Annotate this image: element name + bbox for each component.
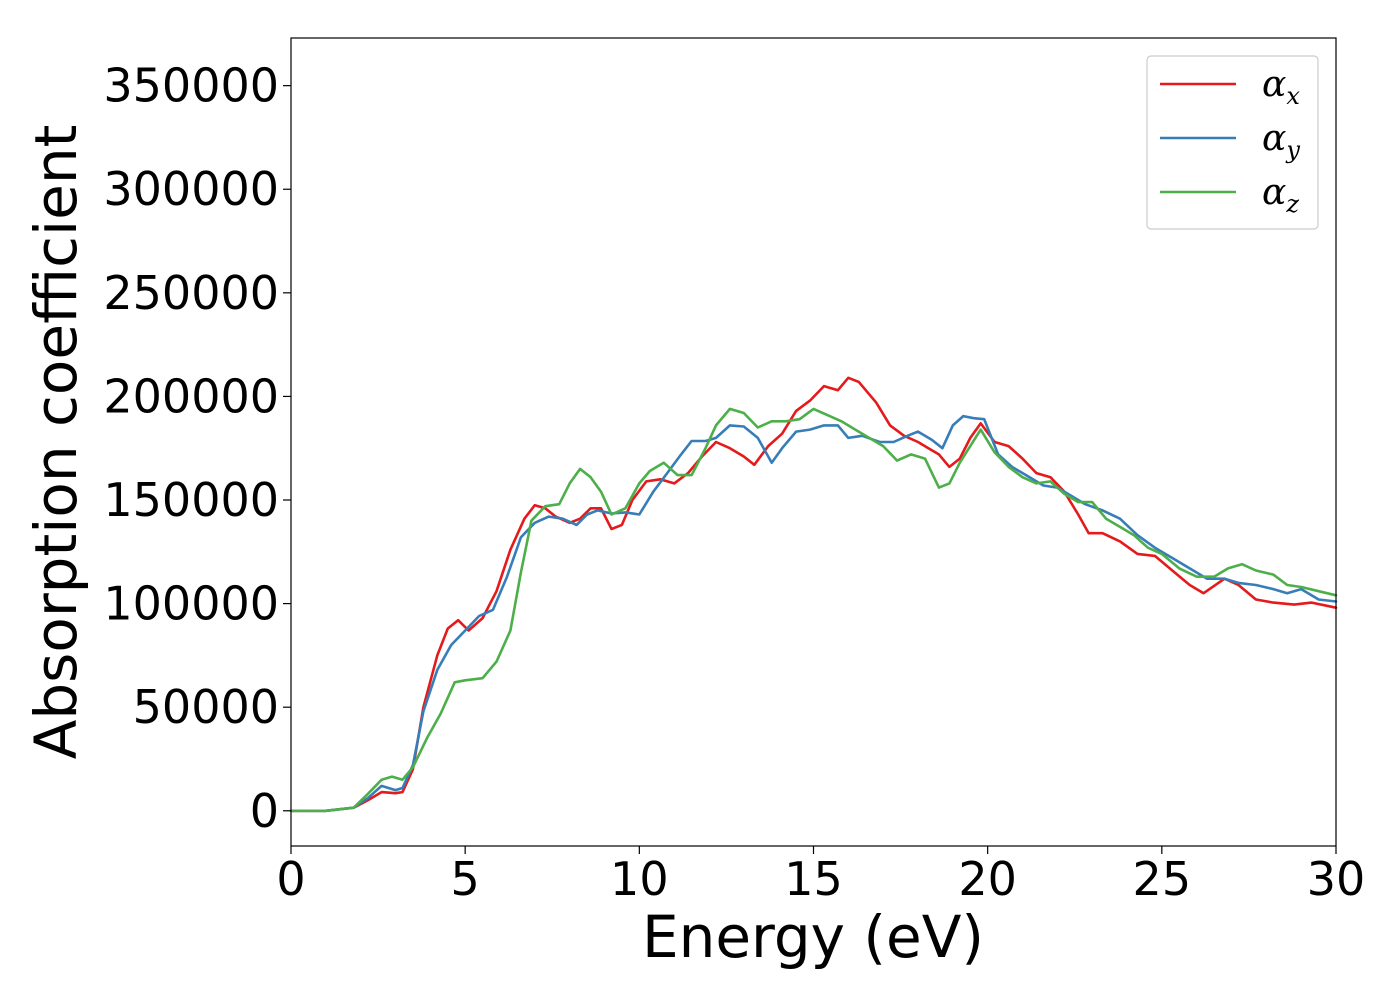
x-tick-label: 5 <box>451 852 480 906</box>
y-tick-label: 350000 <box>103 59 279 113</box>
y-tick-label: 200000 <box>103 369 279 423</box>
series-line-y <box>289 414 1338 813</box>
x-tick-label: 20 <box>958 852 1017 906</box>
x-tick-label: 15 <box>784 852 843 906</box>
y-tick-label: 150000 <box>103 473 279 527</box>
x-tick-label: 0 <box>276 852 305 906</box>
y-tick-label: 250000 <box>103 266 279 320</box>
series-line-z <box>289 407 1338 813</box>
x-tick-label: 30 <box>1307 852 1366 906</box>
x-tick-label: 10 <box>610 852 669 906</box>
y-axis: 0 50000 100000 150000 200000 250000 300000 3500… <box>103 59 291 838</box>
y-axis-title: Absorption coefficient <box>22 125 90 760</box>
x-axis: 0 5 10 15 20 25 30 <box>276 846 1365 906</box>
legend-frame <box>1146 55 1319 230</box>
y-tick-label: 50000 <box>133 680 279 734</box>
legend-label-z: αz <box>1262 172 1299 218</box>
x-axis-title: Energy (eV) <box>642 903 984 971</box>
legend: αx αy αz <box>1146 55 1319 230</box>
y-tick-label: 100000 <box>103 577 279 631</box>
legend-label-y: αy <box>1262 118 1300 164</box>
x-tick-label: 25 <box>1133 852 1192 906</box>
y-tick-label: 300000 <box>103 162 279 216</box>
series-layer <box>289 376 1338 813</box>
series-line-x <box>289 376 1338 813</box>
y-tick-label: 0 <box>250 784 279 838</box>
legend-label-x: αx <box>1262 64 1300 110</box>
